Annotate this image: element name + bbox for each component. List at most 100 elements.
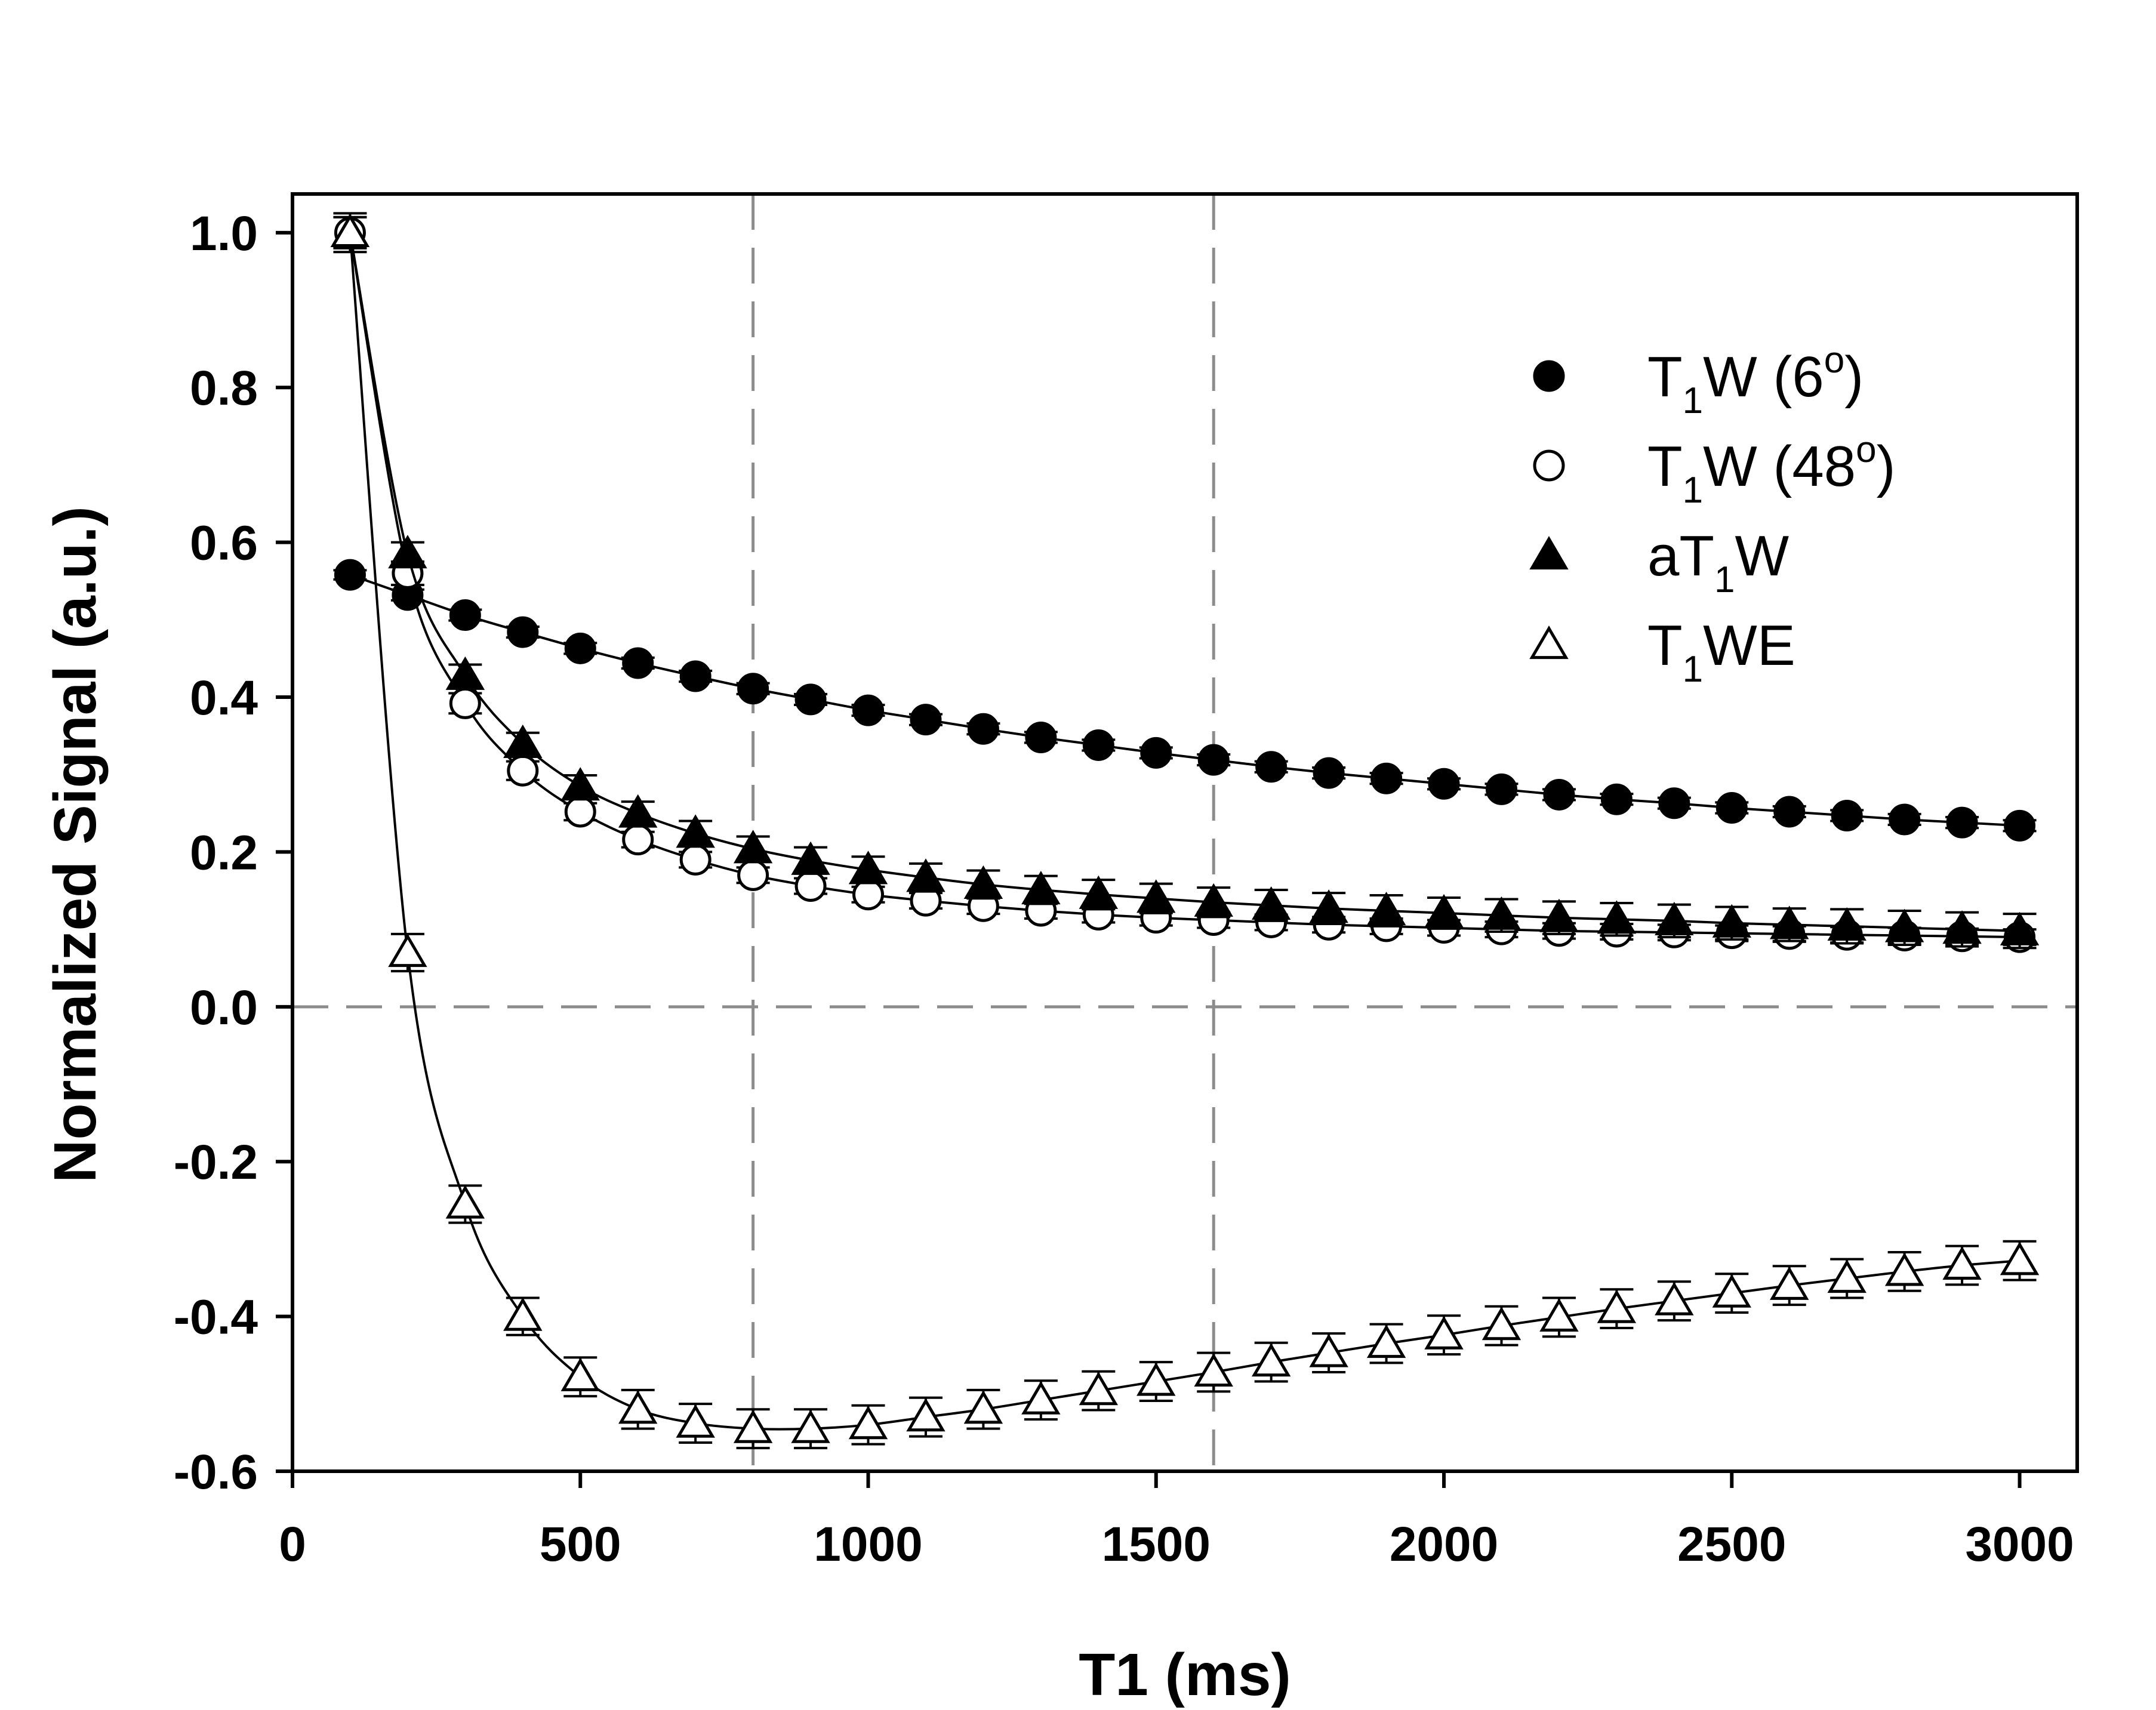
data-point: [737, 673, 769, 705]
series-layer: [330, 212, 2040, 1450]
data-point: [848, 851, 888, 885]
data-point: [794, 683, 827, 716]
data-point: [1251, 886, 1291, 920]
data-point: [852, 694, 885, 726]
series-4: [330, 212, 2040, 1450]
legend-label: T1W (48o): [1647, 429, 1896, 511]
legend-marker: [1533, 449, 1565, 482]
data-point: [1082, 729, 1114, 761]
data-point: [1942, 910, 1982, 944]
data-point: [906, 1398, 945, 1432]
data-point: [618, 794, 658, 828]
data-point: [1025, 721, 1057, 753]
data-point: [963, 865, 1003, 899]
series-3: [330, 213, 2040, 950]
data-point: [1655, 901, 1694, 935]
y-tick-label: -0.6: [174, 1445, 258, 1499]
data-point: [1136, 879, 1176, 913]
data-point: [1309, 889, 1348, 923]
data-point: [1773, 796, 1806, 828]
data-point: [564, 796, 596, 828]
data-point: [852, 879, 885, 911]
data-point: [388, 535, 427, 569]
data-point: [334, 559, 366, 591]
data-point: [1884, 908, 1924, 942]
data-point: [1884, 1252, 1924, 1286]
data-point: [737, 859, 769, 891]
data-point: [1946, 806, 1978, 839]
data-point: [679, 843, 712, 876]
data-point: [1827, 907, 1867, 941]
data-point: [1021, 871, 1061, 905]
data-point: [1197, 744, 1230, 776]
legend-item: T1W (48o): [1533, 429, 1896, 511]
data-point: [1482, 896, 1521, 930]
legend-item: T1WE: [1529, 614, 1795, 690]
data-point: [679, 660, 712, 692]
data-point: [1942, 1246, 1982, 1280]
data-point: [1194, 1353, 1233, 1387]
series-line: [349, 232, 2020, 1431]
legend-marker: [1533, 360, 1565, 392]
data-point: [560, 1357, 600, 1391]
series-1: [333, 559, 2037, 842]
legend-item: aT1W: [1529, 524, 1790, 600]
data-point: [503, 724, 543, 758]
y-tick-label: 0.8: [190, 361, 258, 415]
plot-area-frame: [291, 192, 2079, 1473]
data-point: [1482, 1307, 1521, 1341]
data-point: [1428, 768, 1460, 800]
data-point: [1889, 803, 1921, 836]
y-tick-label: 0.0: [190, 981, 258, 1035]
x-tick-label: 3000: [1965, 1517, 2074, 1572]
data-point: [1021, 1381, 1061, 1415]
data-point: [1255, 751, 1288, 783]
y-tick-label: 1.0: [190, 207, 258, 261]
data-point: [1539, 898, 1579, 932]
legend-label: aT1W: [1647, 524, 1790, 600]
x-tick-label: 2000: [1390, 1517, 1498, 1572]
data-point: [1831, 799, 1863, 831]
data-point: [2000, 911, 2040, 945]
data-point: [2004, 809, 2036, 842]
y-tick-label: -0.2: [174, 1135, 258, 1190]
data-point: [1597, 900, 1637, 934]
data-point: [507, 754, 539, 787]
data-point: [388, 933, 427, 968]
data-point: [1712, 1274, 1751, 1308]
data-point: [733, 830, 773, 864]
data-point: [622, 824, 654, 856]
data-point: [733, 1409, 773, 1443]
data-point: [1079, 1372, 1119, 1406]
reference-lines: [292, 194, 2077, 1471]
data-point: [1424, 1315, 1464, 1349]
data-point: [1079, 875, 1119, 909]
legend-item: T1W (6o): [1533, 340, 1864, 421]
data-point: [1424, 893, 1464, 928]
data-point: [791, 1409, 830, 1443]
data-point: [1543, 778, 1575, 811]
data-point: [967, 713, 999, 745]
legend-marker: [1529, 536, 1569, 570]
data-point: [560, 767, 600, 801]
series-line: [349, 574, 2020, 827]
data-point: [1309, 1333, 1348, 1367]
data-point: [676, 1404, 715, 1438]
data-point: [963, 1390, 1003, 1424]
data-point: [445, 1185, 485, 1219]
legend-label: T1W (6o): [1647, 340, 1864, 421]
data-point: [1658, 787, 1690, 819]
x-axis-title: T1 (ms): [1079, 1641, 1291, 1708]
data-point: [1770, 905, 1809, 939]
x-tick-label: 0: [279, 1517, 306, 1572]
data-point: [906, 858, 945, 892]
data-point: [503, 1297, 543, 1331]
legend-label: T1WE: [1647, 614, 1795, 690]
data-point: [1539, 1298, 1579, 1332]
data-point: [1770, 1266, 1809, 1300]
data-point: [1136, 1362, 1176, 1396]
data-point: [1485, 773, 1517, 805]
legend-marker: [1529, 626, 1569, 660]
data-point: [1140, 737, 1172, 769]
